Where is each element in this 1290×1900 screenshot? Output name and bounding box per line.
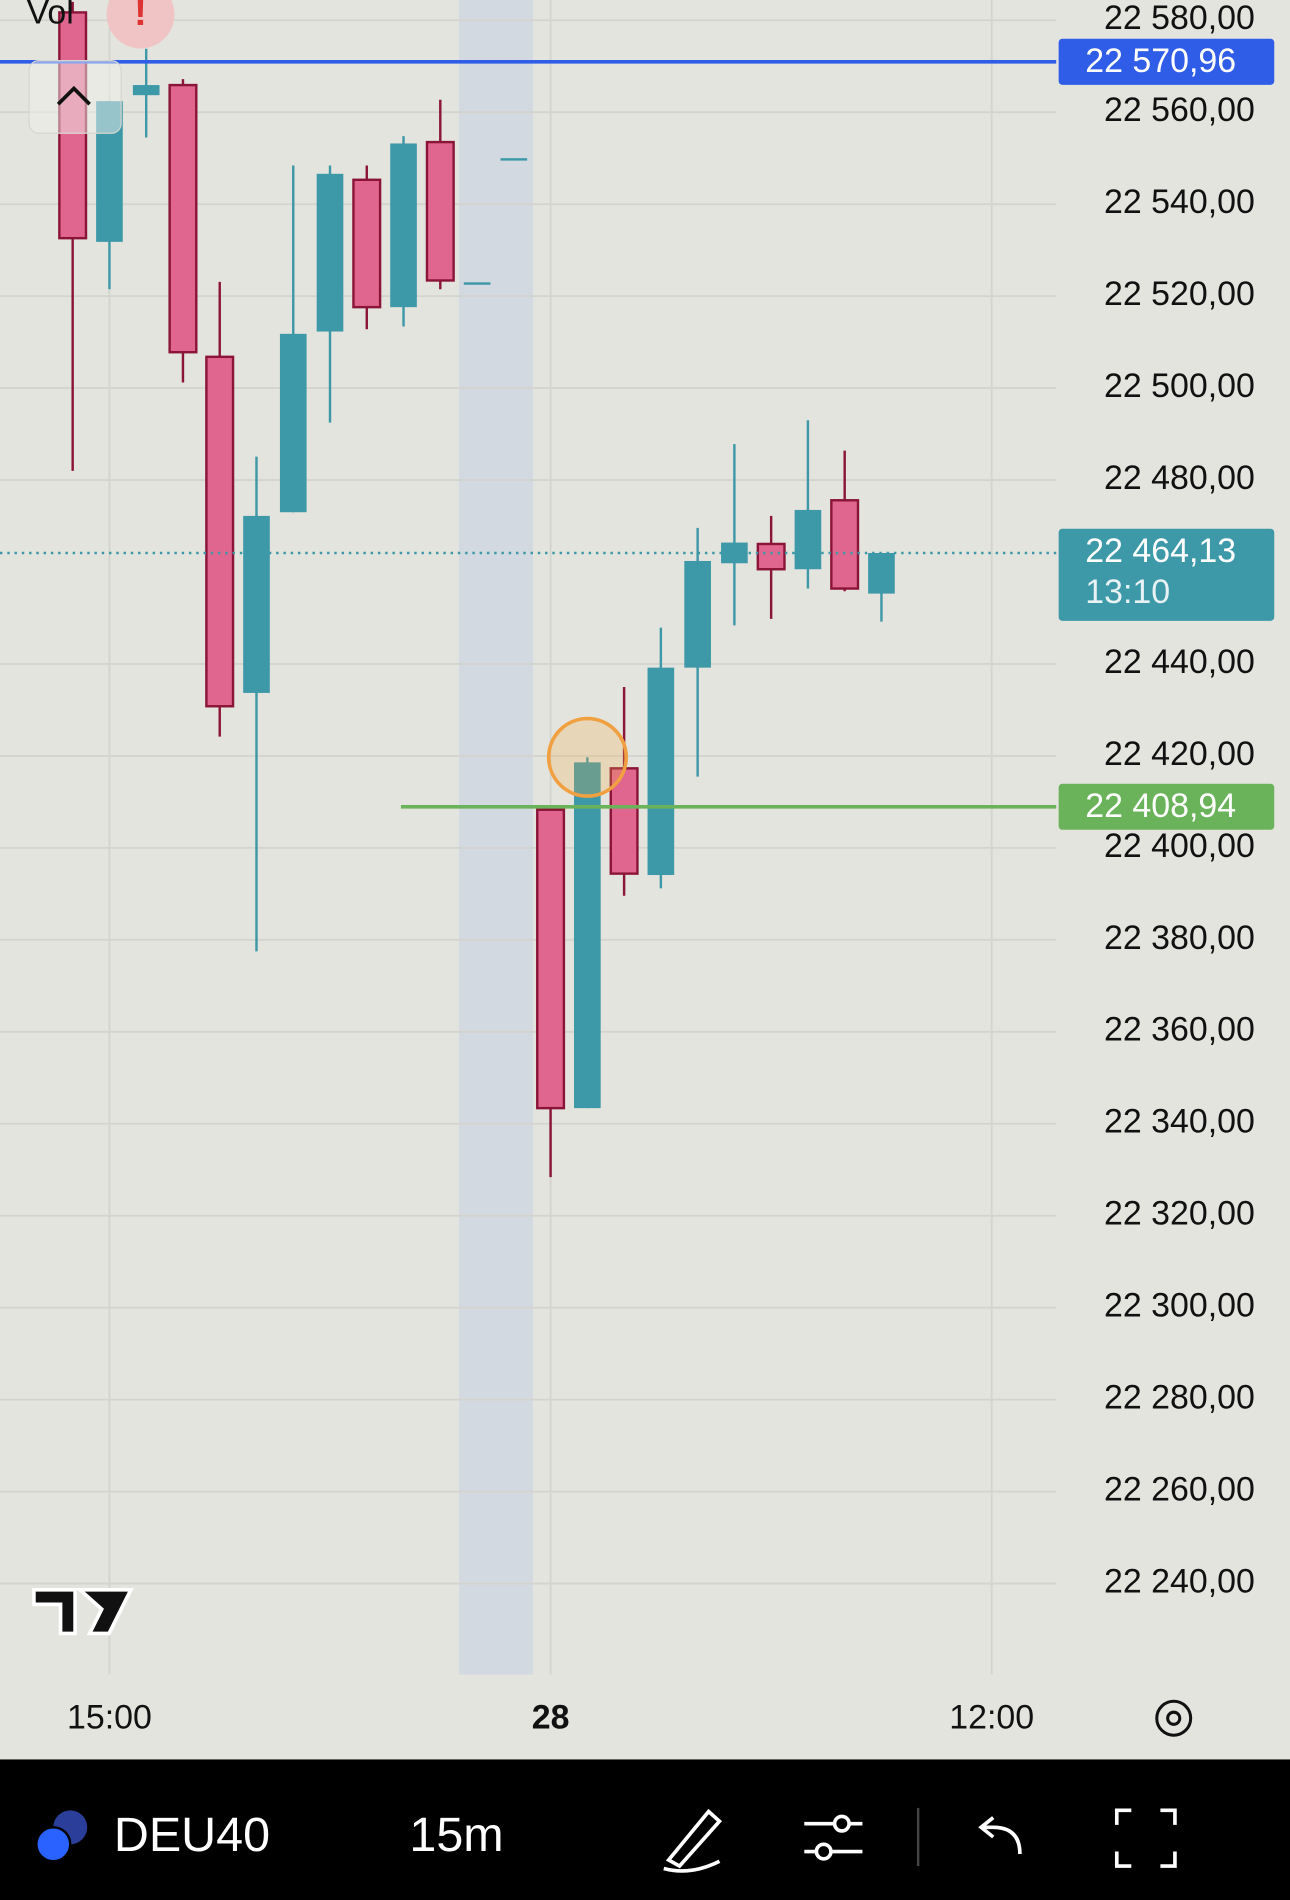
y-tick-label: 22 320,00	[1104, 1195, 1255, 1233]
tv-logo	[32, 1587, 134, 1636]
candle-body	[279, 333, 307, 513]
candle-body	[830, 499, 860, 590]
y-tick-label: 22 400,00	[1104, 827, 1255, 865]
candle-body	[205, 355, 235, 708]
candle-body	[500, 158, 528, 161]
y-tick-label: 22 260,00	[1104, 1471, 1255, 1509]
flag-x	[35, 1826, 72, 1863]
indicator-label: Vol	[27, 0, 74, 31]
settings-icon[interactable]	[1155, 1699, 1193, 1737]
indicators-icon[interactable]	[804, 1814, 863, 1861]
settings-icon-center	[1166, 1710, 1182, 1726]
symbol[interactable]: DEU40	[114, 1808, 270, 1862]
candle-body	[684, 560, 711, 668]
candle-body	[316, 173, 344, 332]
alert-glyph: !	[134, 0, 147, 34]
undo-icon[interactable]	[978, 1816, 1022, 1855]
x-tick-label: 15:00	[67, 1698, 152, 1736]
candle-body	[463, 282, 491, 285]
chevron-icon	[56, 85, 91, 106]
y-tick-label: 22 280,00	[1104, 1379, 1255, 1417]
y-tick-label: 22 560,00	[1104, 91, 1255, 129]
draw-icon[interactable]	[663, 1808, 723, 1873]
price-tag-label: 22 570,96	[1085, 42, 1236, 80]
x-tick-label: 28	[532, 1698, 570, 1736]
y-tick-label: 22 300,00	[1104, 1287, 1255, 1325]
alert-icon[interactable]	[106, 0, 175, 49]
candle-body	[132, 85, 160, 96]
y-tick-label: 22 380,00	[1104, 919, 1255, 957]
y-tick-label: 22 440,00	[1104, 643, 1255, 681]
y-tick-label: 22 360,00	[1104, 1011, 1255, 1049]
interval[interactable]: 15m	[409, 1808, 503, 1862]
candle-body	[243, 515, 270, 693]
countdown: 13:10	[1085, 573, 1170, 611]
price-tag	[1058, 38, 1275, 85]
y-tick-label: 22 500,00	[1104, 367, 1255, 405]
candle-body	[756, 542, 786, 571]
candle-body	[868, 553, 895, 594]
grid	[0, 0, 1057, 1675]
y-tick-label: 22 540,00	[1104, 183, 1255, 221]
collapse-button[interactable]	[28, 59, 122, 134]
candle-body	[536, 808, 566, 1110]
candle-body	[425, 140, 455, 282]
y-tick-label: 22 240,00	[1104, 1563, 1255, 1601]
price-tag-label: 22 408,94	[1085, 787, 1236, 825]
fullscreen-icon[interactable]	[1114, 1808, 1177, 1868]
candle-body	[574, 762, 601, 1109]
candle-body	[794, 509, 822, 570]
annotation-circle	[546, 716, 629, 798]
y-tick-label: 22 580,00	[1104, 0, 1255, 37]
candle-body	[647, 667, 675, 876]
last-price-tag	[1058, 528, 1275, 621]
last-price-label: 22 464,13	[1085, 532, 1236, 570]
price-axis: 22 240,00 22 260,00 22 280,00 22 300,00 22 3…	[67, 0, 1275, 1736]
toolbar	[0, 1759, 1290, 1900]
session-break	[459, 0, 533, 1675]
candle-body	[168, 83, 198, 354]
y-tick-label: 22 480,00	[1104, 459, 1255, 497]
x-tick-label: 12:00	[949, 1698, 1034, 1736]
candle-body	[352, 178, 382, 309]
price-tag	[1058, 783, 1275, 830]
y-tick-label: 22 340,00	[1104, 1103, 1255, 1141]
y-tick-label: 22 520,00	[1104, 275, 1255, 313]
y-tick-label: 22 420,00	[1104, 735, 1255, 773]
candle-body	[390, 143, 417, 308]
